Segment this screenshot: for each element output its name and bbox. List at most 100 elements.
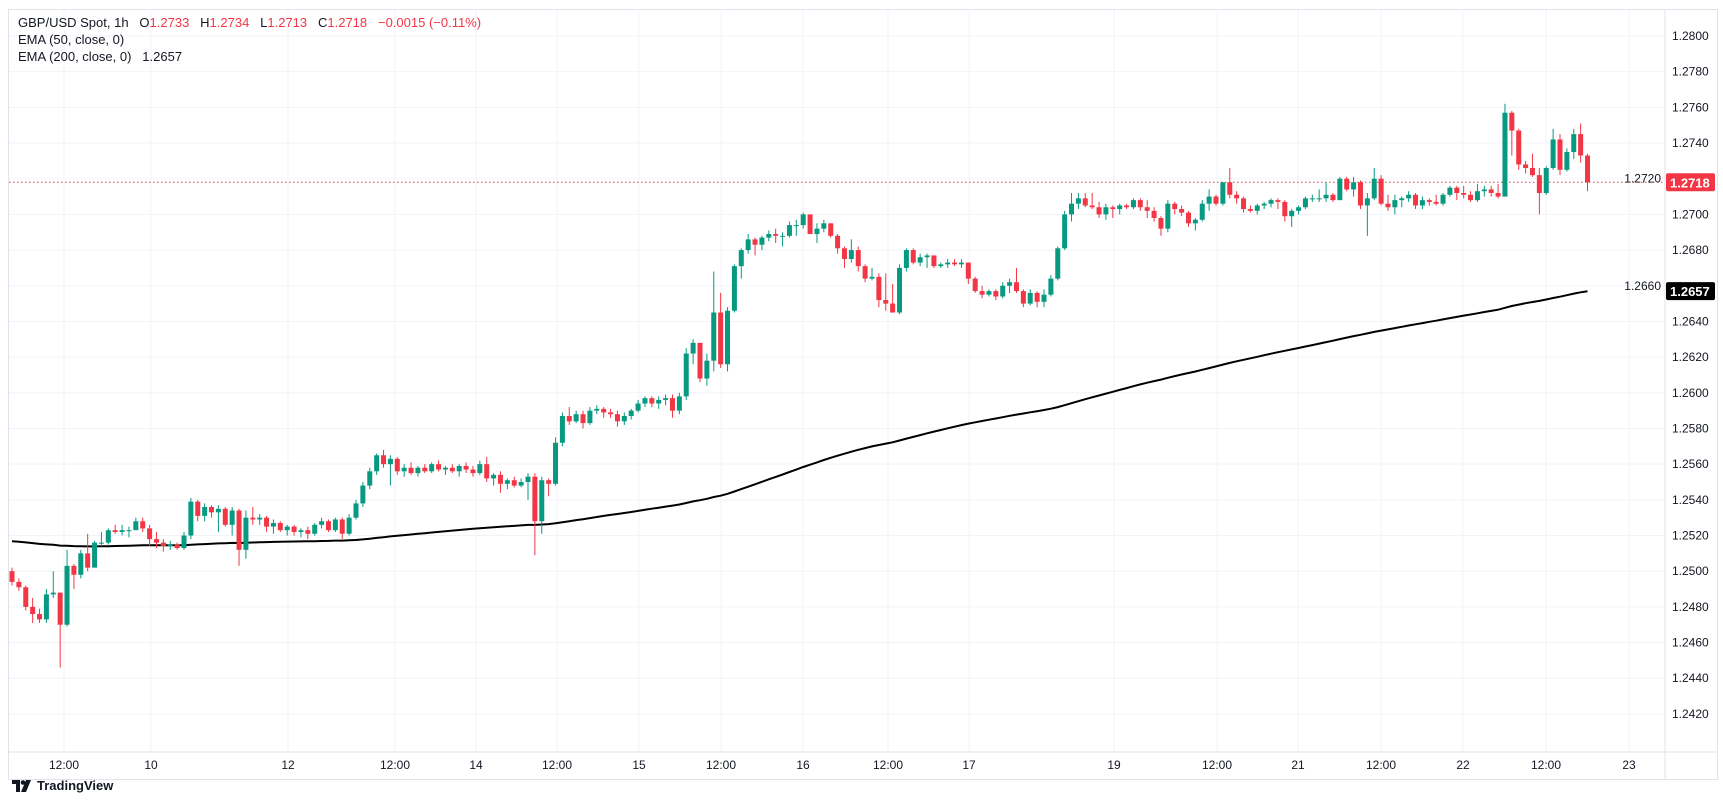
candle-body [1130,200,1136,208]
candle [972,276,978,293]
candle [1585,153,1591,192]
candle [1130,198,1136,210]
x-tick-label: 10 [144,758,158,772]
legend-ema50[interactable]: EMA (50, close, 0) [18,32,124,47]
candles [9,103,1591,668]
candle [1213,194,1219,206]
candle [793,219,799,236]
candle-body [305,530,311,534]
candle-body [938,264,944,267]
candle [1426,198,1432,206]
candle [752,237,758,256]
candle-body [1213,196,1219,204]
candle-body [553,442,559,484]
candle-body [23,587,29,607]
candle-body [381,455,387,465]
candle [986,289,992,297]
y-tick-label: 1.2600 [1672,386,1709,400]
candle-body [1516,130,1522,165]
candle-body [1385,203,1391,208]
tradingview-logo[interactable]: TradingView [12,778,113,793]
candle [209,505,215,518]
candle-body [1578,134,1584,156]
candle [628,408,634,420]
candle [429,462,435,474]
candle [1468,191,1474,202]
candle-body [924,255,930,258]
candle [1357,180,1363,210]
candle [511,476,517,488]
candle [367,467,373,490]
candle-body [1309,198,1315,200]
candle-body [64,565,70,625]
candle-body [958,262,964,265]
candle [773,228,779,243]
candle [1089,192,1095,210]
candle-body [477,464,483,474]
candle [780,232,786,247]
y-tick-label: 1.2560 [1672,457,1709,471]
candle-body [257,517,263,520]
candle-body [456,465,462,472]
candle-body [387,458,393,465]
candle [305,526,311,540]
candle-body [566,415,572,422]
candle [160,539,166,552]
candle-body [298,530,304,532]
candle-body [1296,207,1302,211]
candle-body [1502,112,1508,197]
candle-body [525,476,531,482]
high-label: H [200,15,210,30]
candle [1378,175,1384,206]
candle-body [1048,278,1054,295]
candle-body [690,342,696,354]
candle [1385,194,1391,211]
candle [147,524,153,547]
candle-body [140,521,146,529]
candle-body [229,510,235,525]
candle [580,410,586,429]
candle [786,221,792,238]
candle-body [718,312,724,365]
candle-body [1351,182,1357,190]
candle [1103,203,1109,220]
candle-body [876,276,882,301]
candle [1144,200,1150,218]
candle [704,353,710,386]
candle [353,499,359,520]
candle-body [731,266,737,311]
candle [243,510,249,559]
candle [50,571,56,598]
axes: 1.2800 1.2780 1.2760 1.2740 1.2720 1.2700 1.26… [9,10,1718,780]
candle [78,549,84,579]
candle [1034,291,1040,308]
candle [656,396,662,409]
candle [140,517,146,532]
candle [442,465,448,475]
candle [766,230,772,242]
y-tick-label: 1.2660 [1624,279,1661,293]
candle-body [1316,198,1322,200]
candle-body [1543,168,1549,193]
legend-symbol-row: GBP/USD Spot, 1h O1.2733 H1.2734 L1.2713… [18,15,481,30]
candle [1055,246,1061,281]
candle-body [9,571,15,582]
candle-body [835,235,841,249]
candle-body [1206,196,1212,204]
last-price-label-bg [1666,173,1715,192]
legend-ema200[interactable]: EMA (200, close, 0) 1.2657 [18,49,182,64]
candle-body [92,542,98,568]
candle [1241,196,1247,213]
candle-body [1192,219,1198,224]
candle-body [972,278,978,292]
candle [332,517,338,532]
candle [346,514,352,536]
candle-body [1282,201,1288,217]
candle-body [1055,248,1061,279]
candle-body [174,544,180,549]
candle [112,524,118,534]
candle [1296,205,1302,215]
candle-body [181,535,187,549]
candle-body [910,250,916,263]
